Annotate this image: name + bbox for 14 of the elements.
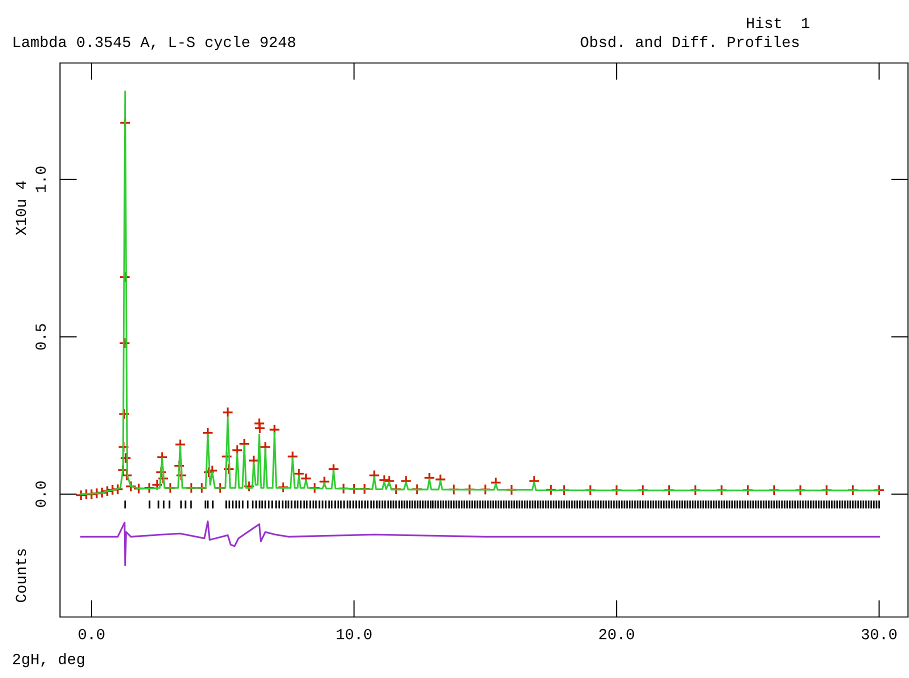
text: X10u 4: [16, 181, 26, 236]
chart-title: Obsd. and Diff. Profiles: [580, 36, 799, 48]
line-series: [80, 520, 880, 566]
text: Lambda 0.3545 A, L-S cycle 9248: [14, 36, 296, 50]
chart-subtitle: Hist 1: [747, 16, 810, 28]
x-axis-title: 2gH, deg: [13, 653, 84, 668]
x-tick-label: 20.0: [599, 628, 634, 640]
x-tick-label: 30.0: [862, 628, 897, 640]
x-tick-label: 10.0: [336, 628, 372, 640]
x-tick-label: 0.0: [78, 628, 104, 640]
y-tick-label: 1.0: [36, 166, 46, 192]
y-tick-label: 0.5: [36, 324, 46, 350]
y-tick-label: 0.0: [36, 481, 46, 508]
y-axis-title: Counts: [16, 549, 26, 602]
